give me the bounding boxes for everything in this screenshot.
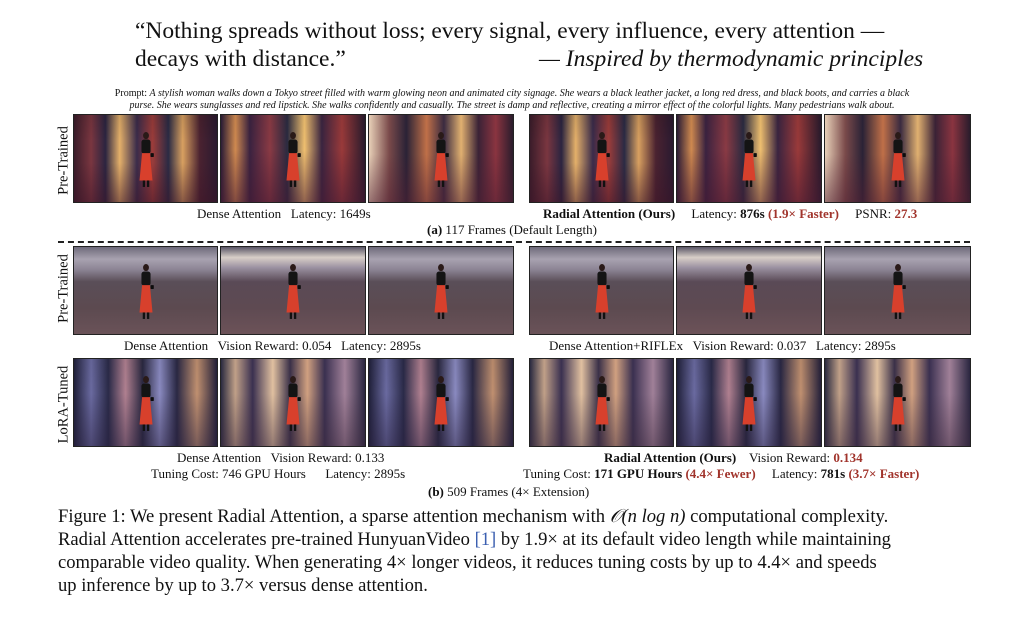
woman-figure	[595, 132, 610, 187]
cost-gain: (4.4× Fewer)	[685, 466, 756, 481]
video-frame	[676, 114, 822, 203]
vision-reward-label: Vision Reward:	[748, 450, 834, 465]
tuning-cost: Tuning Cost: 746 GPU Hours	[151, 466, 306, 481]
quote-attribution: — Inspired by thermodynamic principles	[539, 46, 924, 72]
woman-figure	[139, 132, 154, 187]
tuning-cost-value: 171 GPU Hours	[594, 466, 683, 481]
subcaption-b: (b) 509 Frames (4× Extension)	[428, 484, 589, 500]
caption-line-3: comparable video quality. When generatin…	[58, 552, 877, 573]
woman-figure	[891, 132, 906, 187]
latency-value: Latency: 1649s	[290, 206, 371, 221]
woman-figure	[434, 264, 449, 319]
video-frame	[529, 114, 674, 203]
caption-b-pre-left: Dense Attention Vision Reward: 0.054 Lat…	[124, 338, 421, 354]
woman-figure	[286, 264, 301, 319]
woman-figure	[742, 376, 757, 431]
subfigure-letter: (a)	[427, 222, 443, 237]
figure-caption: Figure 1: We present Radial Attention, a…	[58, 505, 978, 597]
latency-value: 781s	[820, 466, 846, 481]
woman-figure	[595, 264, 610, 319]
citation-link[interactable]: [1]	[474, 529, 497, 550]
vision-reward: Vision Reward: 0.037	[692, 338, 807, 353]
prompt-text: Prompt: A stylish woman walks down a Tok…	[40, 88, 984, 112]
psnr-label: PSNR:	[855, 206, 895, 221]
video-frame	[220, 358, 366, 447]
video-frame	[529, 246, 674, 335]
row-label-b-lora: LoRA-Tuned	[55, 365, 72, 444]
caption-b-lora-right-2: Tuning Cost: 171 GPU Hours (4.4× Fewer) …	[523, 466, 919, 482]
caption-line-2a: Radial Attention accelerates pre-trained…	[58, 529, 475, 550]
caption-lead: Figure 1: We present Radial Attention, a…	[58, 506, 610, 527]
woman-figure	[286, 132, 301, 187]
woman-figure	[742, 264, 757, 319]
speedup-value: (1.9× Faster)	[767, 206, 839, 221]
video-frame	[676, 246, 822, 335]
vision-reward-value: 0.134	[833, 450, 863, 465]
method-name: Radial Attention (Ours)	[543, 206, 676, 221]
video-frame	[368, 358, 514, 447]
subfigure-text: 117 Frames (Default Length)	[442, 222, 597, 237]
woman-figure	[742, 132, 757, 187]
latency-value: 876s	[740, 206, 765, 221]
speedup-value: (3.7× Faster)	[848, 466, 920, 481]
video-frame	[368, 114, 514, 203]
video-frame	[824, 246, 971, 335]
method-name: Radial Attention (Ours)	[604, 450, 737, 465]
caption-a-right: Radial Attention (Ours) Latency: 876s (1…	[543, 206, 917, 222]
woman-figure	[595, 376, 610, 431]
video-frame	[73, 246, 218, 335]
woman-figure	[434, 132, 449, 187]
method-name: Dense Attention	[197, 206, 282, 221]
section-divider	[58, 241, 970, 243]
quote-line-2: decays with distance.”	[135, 46, 346, 72]
woman-figure	[891, 376, 906, 431]
subcaption-a: (a) 117 Frames (Default Length)	[427, 222, 597, 238]
subfigure-text: 509 Frames (4× Extension)	[443, 484, 590, 499]
latency-value: Latency: 2895s	[325, 466, 406, 481]
caption-line-2b: by 1.9× at its default video length whil…	[496, 529, 891, 550]
video-frame	[824, 114, 971, 203]
woman-figure	[891, 264, 906, 319]
caption-rest: computational complexity.	[685, 506, 889, 527]
woman-figure	[139, 264, 154, 319]
video-frame	[529, 358, 674, 447]
woman-figure	[139, 376, 154, 431]
vision-reward: Vision Reward: 0.054	[217, 338, 332, 353]
tuning-cost-label: Tuning Cost:	[523, 466, 595, 481]
caption-b-lora-right-1: Radial Attention (Ours) Vision Reward: 0…	[604, 450, 863, 466]
caption-b-lora-left-1: Dense Attention Vision Reward: 0.133	[177, 450, 384, 466]
caption-a-left: Dense Attention Latency: 1649s	[197, 206, 371, 222]
psnr-value: 27.3	[894, 206, 918, 221]
video-frame	[824, 358, 971, 447]
vision-reward: Vision Reward: 0.133	[270, 450, 385, 465]
video-frame	[220, 114, 366, 203]
method-name: Dense Attention	[177, 450, 262, 465]
video-frame	[368, 246, 514, 335]
latency-value: Latency: 2895s	[816, 338, 896, 353]
woman-figure	[434, 376, 449, 431]
method-name: Dense Attention	[124, 338, 209, 353]
subfigure-letter: (b)	[428, 484, 444, 499]
row-label-b-pretrained: Pre-Trained	[55, 254, 72, 323]
video-frame	[73, 358, 218, 447]
video-frame	[220, 246, 366, 335]
video-frame	[676, 358, 822, 447]
video-frame	[73, 114, 218, 203]
caption-b-lora-left-2: Tuning Cost: 746 GPU Hours Latency: 2895…	[151, 466, 405, 482]
prompt-label: Prompt:	[114, 88, 150, 99]
latency-label: Latency:	[691, 206, 741, 221]
latency-label: Latency:	[771, 466, 821, 481]
latency-value: Latency: 2895s	[341, 338, 421, 353]
method-name: Dense Attention+RIFLEx	[549, 338, 684, 353]
prompt-line-1: A stylish woman walks down a Tokyo stree…	[149, 88, 910, 99]
prompt-line-2: purse. She wears sunglasses and red lips…	[129, 100, 895, 111]
woman-figure	[286, 376, 301, 431]
row-label-a-pretrained: Pre-Trained	[55, 126, 72, 195]
caption-b-pre-right: Dense Attention+RIFLEx Vision Reward: 0.…	[549, 338, 896, 354]
quote-line-1: “Nothing spreads without loss; every sig…	[135, 18, 885, 44]
complexity-notation: 𝒪(n log n)	[609, 506, 686, 527]
caption-line-4: up inference by up to 3.7× versus dense …	[58, 575, 428, 596]
